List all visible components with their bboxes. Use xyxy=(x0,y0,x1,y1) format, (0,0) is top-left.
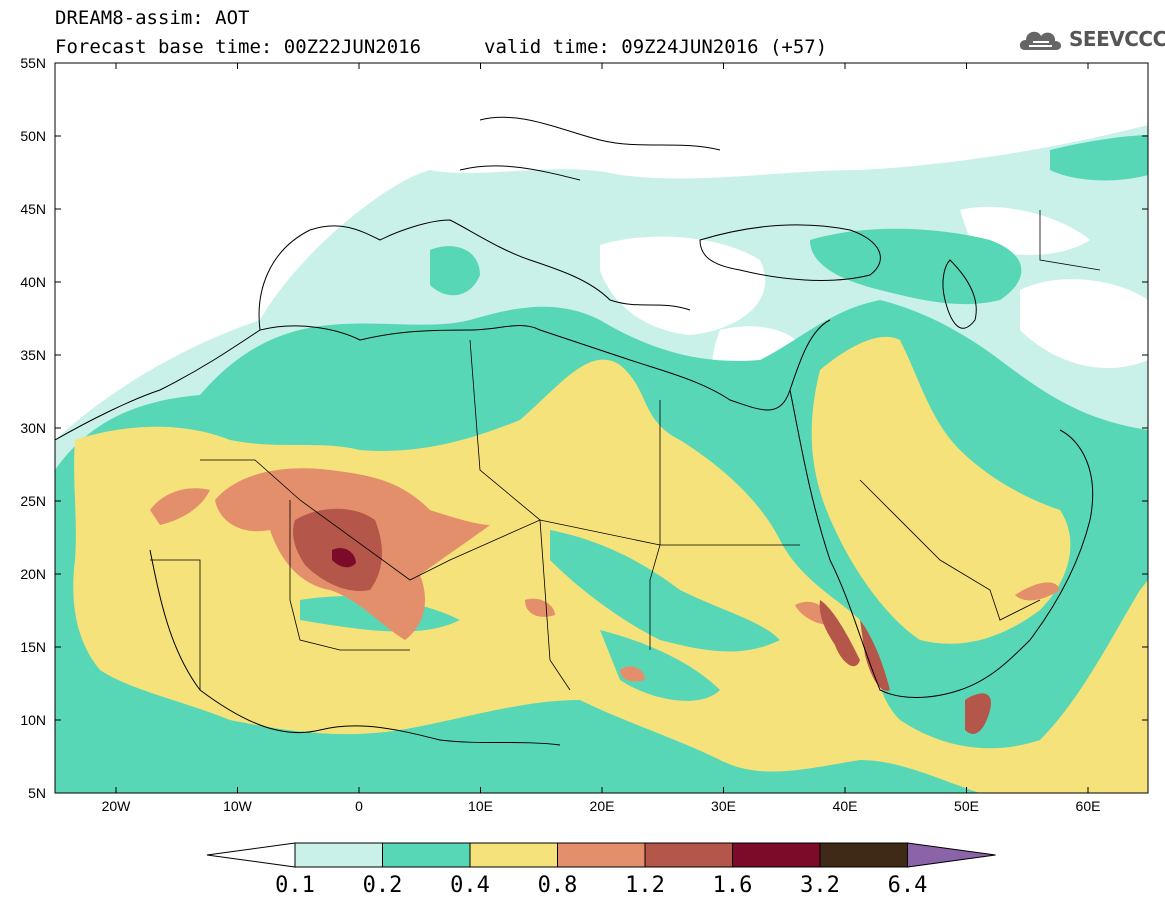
colorbar-level-label: 0.1 xyxy=(275,873,315,898)
valid-time: valid time: 09Z24JUN2016 (+57) xyxy=(484,36,828,58)
colorbar xyxy=(206,842,996,868)
lat-label: 45N xyxy=(20,201,46,217)
lat-label: 55N xyxy=(20,55,46,71)
lat-label: 25N xyxy=(20,493,46,509)
colorbar-segment xyxy=(644,842,733,868)
colorbar-level-label: 0.2 xyxy=(363,873,403,898)
aot-band-0.2-north xyxy=(430,135,1148,305)
colorbar-segment xyxy=(382,842,471,868)
colorbar-segment xyxy=(732,842,821,868)
country-borders xyxy=(150,210,1101,691)
colorbar-level-label: 0.8 xyxy=(538,873,578,898)
cloud-icon xyxy=(1019,31,1062,50)
coastlines xyxy=(55,116,1094,746)
lat-label: 35N xyxy=(20,347,46,363)
colorbar-level-label: 1.2 xyxy=(625,873,665,898)
lon-label: 10E xyxy=(468,798,493,814)
lon-label: 20E xyxy=(590,798,615,814)
lon-label: 30E xyxy=(711,798,736,814)
lon-label: 10W xyxy=(223,798,253,814)
lat-label: 15N xyxy=(20,639,46,655)
lon-label: 50E xyxy=(954,798,979,814)
lat-label: 20N xyxy=(20,566,46,582)
aot-band-1.2 xyxy=(293,508,991,734)
lat-label: 40N xyxy=(20,274,46,290)
colorbar-segment xyxy=(469,842,558,868)
lon-label: 20W xyxy=(102,798,132,814)
axis-ticks xyxy=(55,62,1148,794)
colorbar-level-label: 1.6 xyxy=(713,873,753,898)
colorbar-extend-high xyxy=(907,842,996,868)
colorbar-level-label: 6.4 xyxy=(888,873,928,898)
colorbar-level-label: 3.2 xyxy=(800,873,840,898)
lat-label: 5N xyxy=(28,785,46,801)
latitude-labels: 55N 50N 45N 40N 35N 30N 25N 20N 15N 10N 5N xyxy=(20,55,46,801)
lat-label: 10N xyxy=(20,712,46,728)
lat-label: 30N xyxy=(20,420,46,436)
lon-label: 40E xyxy=(833,798,858,814)
logo-text: SEEVCCC xyxy=(1069,27,1165,51)
colorbar-extend-low xyxy=(206,842,296,868)
colorbar-segment xyxy=(294,842,383,868)
aot-band-0.2-sahel xyxy=(300,530,780,701)
forecast-base-time: Forecast base time: 00Z22JUN2016 xyxy=(55,36,422,58)
map-title: DREAM8-assim: AOT xyxy=(55,7,250,29)
lon-label: 0 xyxy=(355,798,363,814)
lon-label: 60E xyxy=(1076,798,1101,814)
aot-band-0.4-arabia xyxy=(811,336,1071,644)
longitude-labels: 20W 10W 0 10E 20E 30E 40E 50E 60E xyxy=(102,798,1101,814)
colorbar-labels: 0.1 0.2 0.4 0.8 1.2 1.6 3.2 6.4 xyxy=(275,873,927,898)
aot-band-1.6 xyxy=(332,548,356,568)
colorbar-segment xyxy=(557,842,646,868)
lat-label: 50N xyxy=(20,128,46,144)
colorbar-level-label: 0.4 xyxy=(450,873,490,898)
seevccc-logo: SEEVCCC xyxy=(1017,24,1165,54)
aot-band-0.8 xyxy=(150,468,1060,682)
colorbar-segment xyxy=(819,842,908,868)
